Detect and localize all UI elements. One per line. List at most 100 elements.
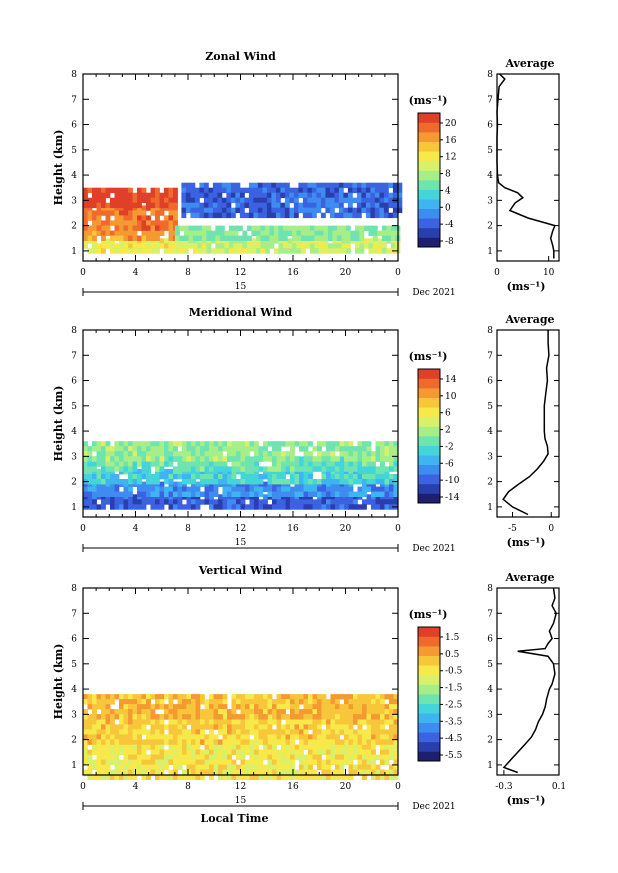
- heatmap-cell: [182, 724, 187, 730]
- heatmap-cell: [272, 719, 277, 725]
- heatmap-cell: [204, 739, 210, 745]
- heatmap-cell: [357, 456, 363, 462]
- heatmap-cell: [318, 248, 324, 254]
- heatmap-cell: [123, 499, 129, 505]
- heatmap-cell: [282, 225, 288, 231]
- heatmap-cell: [119, 714, 124, 720]
- heatmap-cell: [312, 486, 318, 492]
- heatmap-cell: [182, 504, 187, 510]
- heatmap-cell: [173, 474, 178, 480]
- heatmap-cell: [276, 769, 282, 775]
- heatmap-cell: [276, 759, 282, 765]
- heatmap-cell: [302, 192, 308, 199]
- heatmap-cell: [119, 466, 124, 472]
- heatmap-cell: [375, 466, 381, 472]
- heatmap-cell: [128, 187, 133, 194]
- heatmap-cell: [290, 704, 295, 710]
- heatmap-cell: [227, 474, 232, 480]
- heatmap-cell: [87, 719, 93, 725]
- heatmap-cell: [194, 207, 200, 214]
- heatmap-cell: [357, 759, 363, 765]
- heatmap-cell: [132, 719, 138, 725]
- heatmap-cell: [307, 207, 313, 214]
- heatmap-cell: [272, 446, 277, 452]
- heatmap-cell: [290, 759, 295, 765]
- heatmap-cell: [132, 235, 138, 241]
- heatmap-cell: [114, 764, 120, 770]
- heatmap-cell: [272, 456, 277, 462]
- heatmap-cell: [276, 441, 282, 447]
- heatmap-cell: [296, 248, 302, 254]
- heatmap-cell: [348, 739, 354, 745]
- heatmap-cell: [110, 446, 115, 452]
- heatmap-cell: [254, 739, 259, 745]
- average-y-tick-label: 5: [487, 146, 493, 156]
- heatmap-cell: [294, 729, 300, 735]
- heatmap-cell: [222, 744, 228, 750]
- heatmap-cell: [203, 207, 209, 214]
- heatmap-cell: [300, 243, 306, 249]
- heatmap-cell: [185, 182, 191, 189]
- heatmap-cell: [344, 491, 349, 497]
- heatmap-cell: [330, 774, 336, 780]
- heatmap-cell: [389, 699, 394, 705]
- heatmap-cell: [389, 724, 394, 730]
- heatmap-cell: [92, 719, 97, 725]
- heatmap-cell: [155, 441, 160, 447]
- heatmap-cell: [146, 714, 151, 720]
- heatmap-cell: [159, 759, 165, 765]
- heatmap-cell: [375, 724, 381, 730]
- heatmap-cell: [191, 734, 196, 740]
- heatmap-cell: [371, 451, 376, 457]
- colorbar-swatch: [418, 493, 440, 504]
- heatmap-cell: [213, 474, 219, 480]
- heatmap-cell: [284, 207, 290, 214]
- heatmap-cell: [141, 759, 147, 765]
- heatmap-cell: [173, 215, 178, 221]
- heatmap-cell: [300, 230, 306, 236]
- heatmap-cell: [208, 192, 214, 199]
- heatmap-cell: [227, 764, 232, 770]
- heatmap-cell: [308, 759, 313, 765]
- heatmap-cell: [128, 235, 133, 241]
- heatmap-cell: [146, 225, 151, 231]
- heatmap-cell: [380, 694, 385, 700]
- heatmap-cell: [359, 230, 365, 236]
- heatmap-cell: [249, 759, 255, 765]
- heatmap-cell: [114, 220, 120, 226]
- heatmap-cell: [182, 461, 187, 467]
- heatmap-cell: [226, 207, 232, 214]
- heatmap-cell: [96, 749, 102, 755]
- heatmap-cell: [177, 456, 183, 462]
- heatmap-cell: [321, 491, 327, 497]
- heatmap-cell: [114, 248, 120, 254]
- heatmap-cell: [393, 759, 399, 765]
- heatmap-cell: [92, 694, 97, 700]
- heatmap-cell: [173, 749, 178, 755]
- heatmap-cell: [217, 192, 223, 199]
- heatmap-cell: [92, 202, 97, 209]
- heatmap-cell: [105, 210, 111, 216]
- heatmap-cell: [173, 220, 178, 226]
- heatmap-cell: [114, 461, 120, 467]
- heatmap-cell: [303, 714, 309, 720]
- heatmap-cell: [392, 202, 398, 209]
- heatmap-cell: [354, 248, 360, 254]
- heatmap-cell: [344, 446, 349, 452]
- heatmap-cell: [326, 774, 331, 780]
- heatmap-cell: [110, 243, 115, 249]
- heatmap-cell: [281, 504, 286, 510]
- heatmap-cell: [330, 504, 336, 510]
- heatmap-cell: [389, 466, 394, 472]
- heatmap-cell: [128, 714, 133, 720]
- heatmap-cell: [168, 744, 174, 750]
- heatmap-cell: [164, 759, 169, 765]
- heatmap-cell: [375, 729, 381, 735]
- heatmap-cell: [255, 225, 261, 231]
- heatmap-cell: [114, 769, 120, 775]
- heatmap-cell: [258, 729, 264, 735]
- heatmap-cell: [83, 441, 88, 447]
- heatmap-cell: [371, 724, 376, 730]
- heatmap-cell: [276, 709, 282, 715]
- heatmap-cell: [384, 694, 390, 700]
